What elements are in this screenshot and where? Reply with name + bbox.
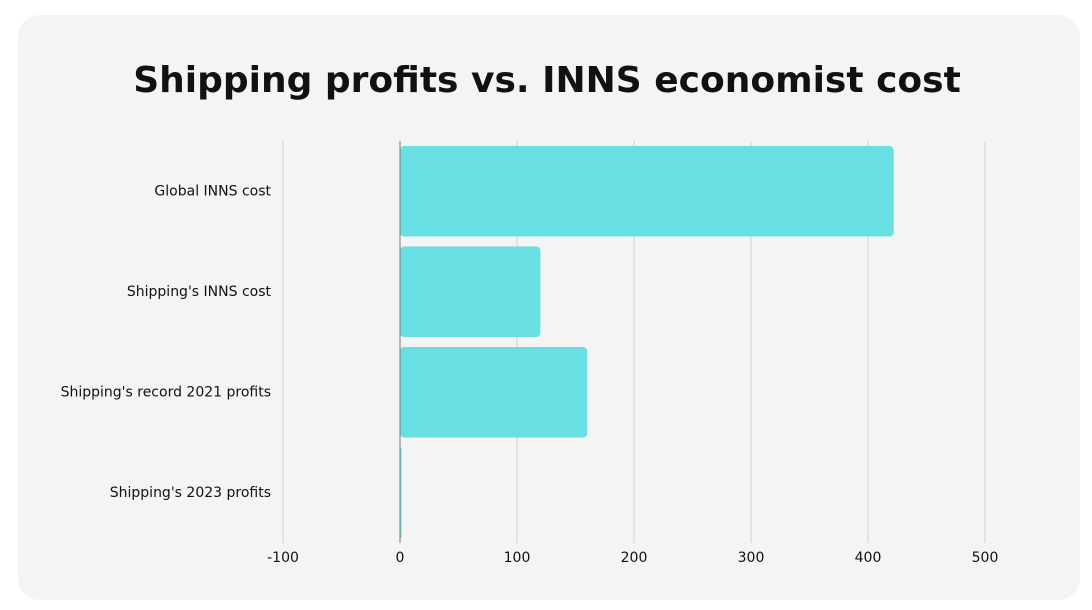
- x-tick-label: 400: [855, 550, 882, 566]
- x-tick-label: -100: [267, 550, 299, 566]
- bar: [400, 347, 588, 438]
- x-tick-label: 200: [621, 550, 648, 566]
- chart-title: Shipping profits vs. INNS economist cost: [133, 60, 961, 101]
- y-tick-label: Global INNS cost: [154, 183, 271, 199]
- y-tick-label: Shipping's 2023 profits: [110, 485, 271, 501]
- y-tick-label: Shipping's INNS cost: [127, 284, 272, 300]
- x-tick-label: 300: [738, 550, 765, 566]
- x-tick-label: 500: [972, 550, 999, 566]
- y-tick-label: Shipping's record 2021 profits: [61, 384, 271, 400]
- card: [18, 15, 1080, 600]
- bar: [400, 246, 541, 337]
- x-tick-label: 100: [504, 550, 531, 566]
- bar: [400, 146, 894, 237]
- x-tick-label: 0: [396, 550, 405, 566]
